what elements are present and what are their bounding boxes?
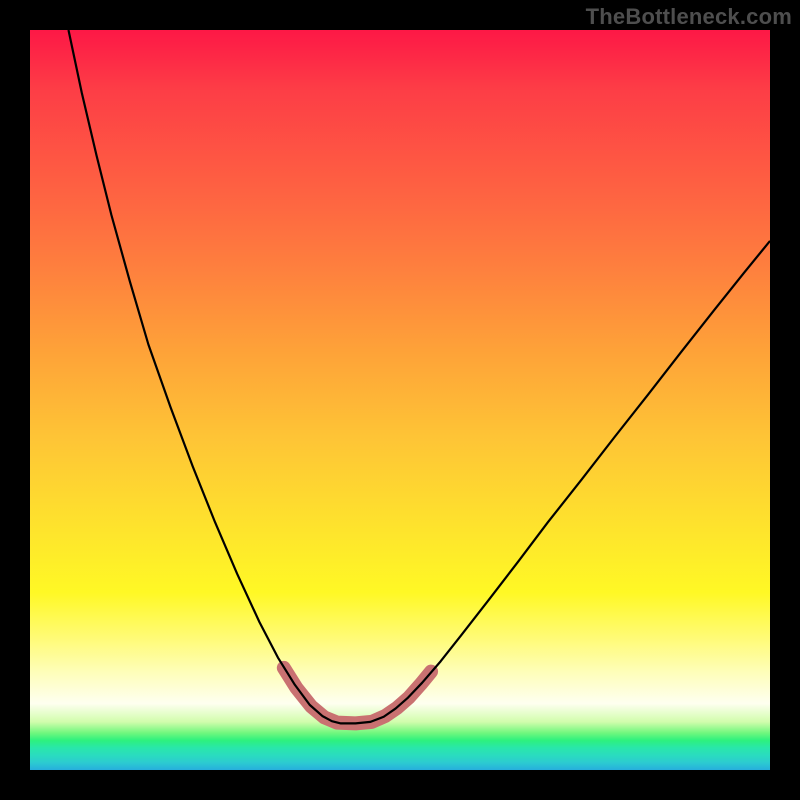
watermark-text: TheBottleneck.com	[586, 4, 792, 30]
curve-overlay	[30, 30, 770, 770]
main-curve	[68, 30, 770, 723]
chart-frame: TheBottleneck.com	[0, 0, 800, 800]
